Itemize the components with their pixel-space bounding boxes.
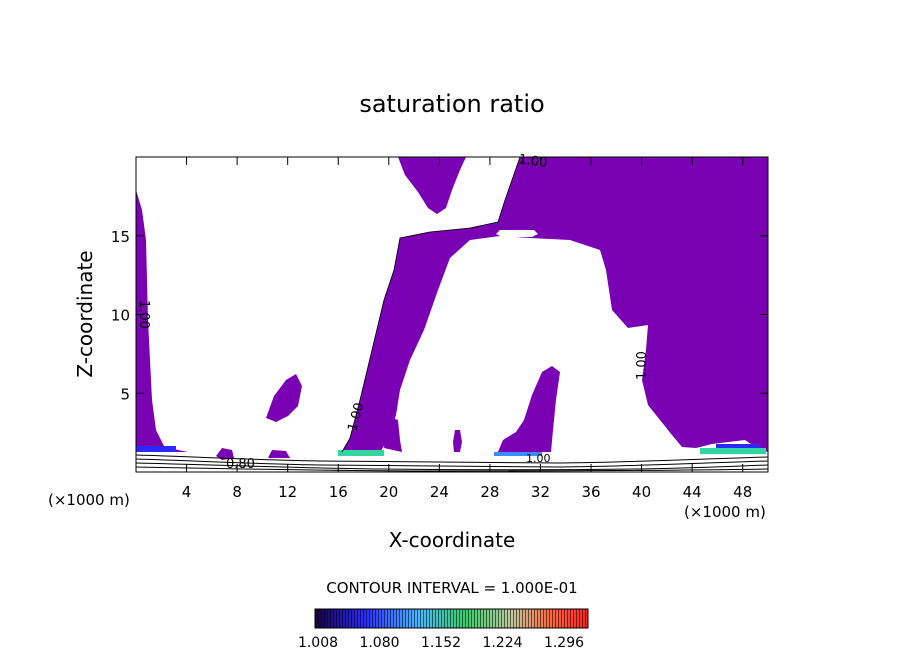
contour-strip-high [338,450,384,456]
contour-label: 1.00 [345,401,367,433]
x-axis-unit-right: (×1000 m) [684,503,766,521]
x-tick-label: 44 [683,483,702,501]
contour-strip-high [700,448,766,454]
colorbar-tick-labels: 1.008 1.080 1.152 1.224 1.296 [298,635,584,651]
x-tick-label: 4 [182,483,192,501]
x-tick-label: 32 [531,483,550,501]
x-tick-label: 12 [278,483,297,501]
x-tick-label: 36 [581,483,600,501]
contour-region-bottom-patch [268,450,290,458]
contour-region-mid-right [498,366,560,452]
contour-gap [496,230,538,237]
contour-region-small-blob [453,430,462,452]
x-tick-label: 16 [329,483,348,501]
colorbar-frame [314,608,589,629]
colorbar: 1.008 1.080 1.152 1.224 1.296 [298,608,589,651]
contour-region-column [384,418,402,452]
contour-region-top-left [398,157,466,214]
x-tick-label: 40 [632,483,651,501]
colorbar-tick-label: 1.152 [421,635,461,651]
y-axis-label: Z-coordinate [73,250,97,377]
contour-interval-label: CONTOUR INTERVAL = 1.000E-01 [326,579,577,597]
colorbar-tick-label: 1.296 [544,635,584,651]
x-tick-label: 48 [733,483,752,501]
colorbar-tick-label: 1.080 [359,635,399,651]
colorbar-stripes [315,609,588,628]
y-axis-ticks: 5 10 15 [111,228,768,403]
contour-region-mid-small [266,374,302,422]
contour-region-arch [342,157,768,452]
contour-strip-high [716,444,760,448]
colorbar-tick-label: 1.224 [482,635,522,651]
contour-label: 1.00 [526,452,551,465]
y-tick-label: 15 [111,228,130,246]
contour-label: 1.00 [517,152,548,171]
x-axis-unit-left: (×1000 m) [48,491,130,509]
x-tick-label: 28 [480,483,499,501]
contour-region-bottom-patch [216,448,234,460]
contour-strip-high [494,452,542,456]
x-tick-label: 8 [232,483,242,501]
x-tick-label: 20 [379,483,398,501]
y-tick-label: 5 [120,385,130,403]
colorbar-tick-label: 1.008 [298,635,338,651]
contour-strip-high [136,446,176,452]
contour-lines-ground [136,454,768,472]
contour-gap [404,222,440,232]
contour-fill-layer [136,157,768,472]
contour-label: 1.00 [635,351,650,380]
contour-line-arch [341,157,521,453]
x-axis-ticks: 4 8 12 16 20 24 28 32 36 40 44 48 [182,157,752,501]
y-tick-label: 10 [111,307,130,325]
contour-label: 0.80 [226,457,255,472]
x-axis-label: X-coordinate [389,528,516,552]
chart-title: saturation ratio [359,90,544,118]
contour-region-left [136,190,188,452]
x-tick-label: 24 [430,483,449,501]
